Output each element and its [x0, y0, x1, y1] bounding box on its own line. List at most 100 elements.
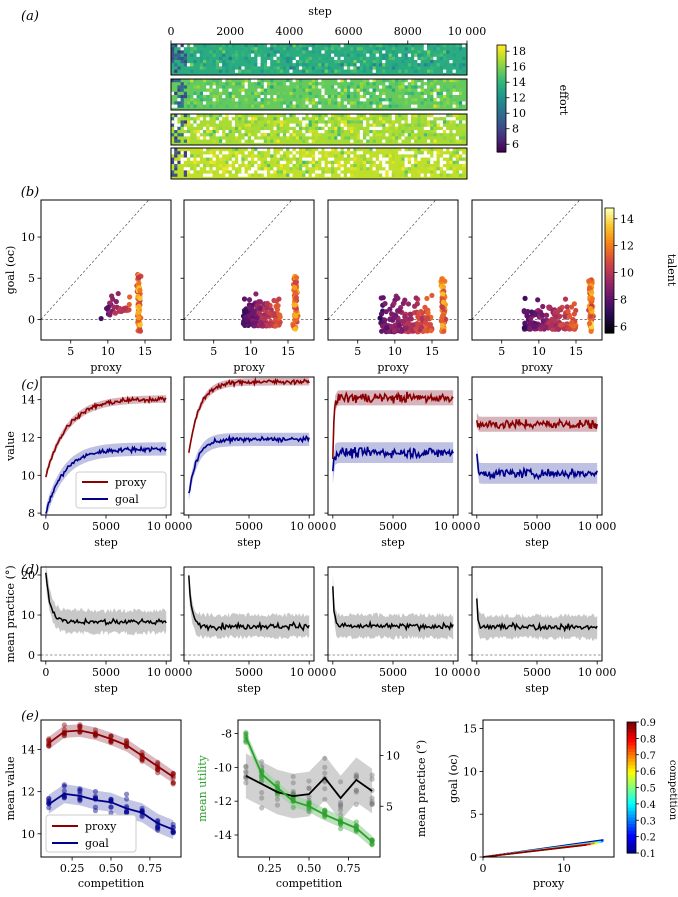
proxy-point [155, 767, 161, 773]
utility-point [322, 807, 328, 813]
heatmap-cell [235, 126, 239, 130]
heatmap-cell [411, 60, 415, 64]
heatmap-cell [305, 133, 309, 137]
heatmap-cell [257, 63, 261, 67]
heatmap-cell [244, 151, 248, 155]
practice-ytick-label: 10 [21, 609, 35, 622]
heatmap-cell [353, 164, 357, 168]
heatmap-cell [350, 126, 354, 130]
effort-colorbar-segment [497, 143, 506, 148]
heatmap-cell [203, 164, 207, 168]
heatmap-cell [331, 101, 335, 105]
heatmap-cell [331, 160, 335, 164]
heatmap-cell [228, 88, 232, 92]
heatmap-cell [379, 170, 383, 174]
heatmap-cell [283, 66, 287, 70]
utility-point [243, 731, 249, 737]
heatmap-cell [401, 160, 405, 164]
heatmap-cell [340, 53, 344, 57]
heatmap-cell [187, 154, 191, 158]
heatmap-cell [350, 95, 354, 99]
heatmap-cell [276, 63, 280, 67]
heatmap-cell [292, 44, 296, 48]
heatmap-cell [187, 151, 191, 155]
heatmap-cell [231, 154, 235, 158]
heatmap-cell [215, 98, 219, 102]
heatmap-cell [452, 151, 456, 155]
utility-point [353, 819, 359, 825]
heatmap-cell [452, 63, 456, 67]
heatmap-xtick-label: 10 000 [448, 25, 487, 38]
scatter-point [557, 306, 563, 312]
heatmap-cell [276, 91, 280, 95]
heatmap-cell [231, 66, 235, 70]
heatmap-cell [388, 148, 392, 152]
heatmap-cell [324, 63, 328, 67]
heatmap-cell [276, 114, 280, 118]
heatmap-cell [398, 148, 402, 152]
heatmap-cell [212, 95, 216, 99]
heatmap-cell [337, 91, 341, 95]
heatmap-cell [267, 133, 271, 137]
heatmap-cell [228, 82, 232, 86]
heatmap-cell [331, 157, 335, 161]
heatmap-cell [433, 154, 437, 158]
heatmap-cell [372, 82, 376, 86]
heatmap-cell [263, 82, 267, 86]
heatmap-cell [331, 95, 335, 99]
heatmap-cell [455, 66, 459, 70]
heatmap-cell [251, 104, 255, 108]
heatmap-cell [302, 120, 306, 124]
heatmap-cell [382, 114, 386, 118]
heatmap-cell [407, 114, 411, 118]
heatmap-cell [343, 157, 347, 161]
heatmap-cell [446, 98, 450, 102]
heatmap-cell [238, 148, 242, 152]
heatmap-cell [215, 104, 219, 108]
talent-colorbar-segment [605, 289, 614, 293]
heatmap-cell [315, 98, 319, 102]
heatmap-cell [263, 66, 267, 70]
heatmap-cell [455, 148, 459, 152]
heatmap-cell [407, 88, 411, 92]
heatmap-cell [391, 120, 395, 124]
heatmap-cell [286, 79, 290, 83]
goal-point [108, 796, 114, 803]
practice-point [369, 800, 375, 806]
heatmap-cell [171, 47, 175, 51]
value-xtick-label: 0 [185, 520, 192, 533]
heatmap-cell [279, 69, 283, 73]
heatmap-cell [382, 148, 386, 152]
heatmap-cell [206, 88, 210, 92]
heatmap-cell [363, 120, 367, 124]
heatmap-cell [462, 44, 466, 48]
heatmap-cell [283, 130, 287, 134]
heatmap-cell [379, 69, 383, 73]
heatmap-cell [244, 164, 248, 168]
heatmap-cell [177, 85, 181, 89]
heatmap-cell [459, 88, 463, 92]
heatmap-cell [315, 69, 319, 73]
proxy-point [92, 727, 99, 733]
heatmap-cell [430, 173, 434, 177]
heatmap-cell [267, 88, 271, 92]
heatmap-cell [401, 69, 405, 73]
heatmap-cell [318, 117, 322, 121]
competition-colorbar-label: competition [667, 760, 678, 821]
proxy-point [170, 770, 176, 777]
heatmap-cell [404, 151, 408, 155]
practice-point [290, 780, 296, 786]
heatmap-cell [436, 133, 440, 137]
heatmap-cell [177, 151, 181, 155]
heatmap-cell [334, 60, 338, 64]
heatmap-cell [436, 69, 440, 73]
heatmap-cell [219, 114, 223, 118]
scatter-point [242, 309, 248, 315]
proxy-point [155, 759, 161, 766]
scatter-xtick-label: 15 [569, 345, 583, 358]
heatmap-cell [398, 88, 402, 92]
heatmap-cell [263, 123, 267, 127]
heatmap-cell [366, 148, 370, 152]
heatmap-cell [382, 63, 386, 67]
legend-proxy-label: proxy [85, 820, 117, 833]
